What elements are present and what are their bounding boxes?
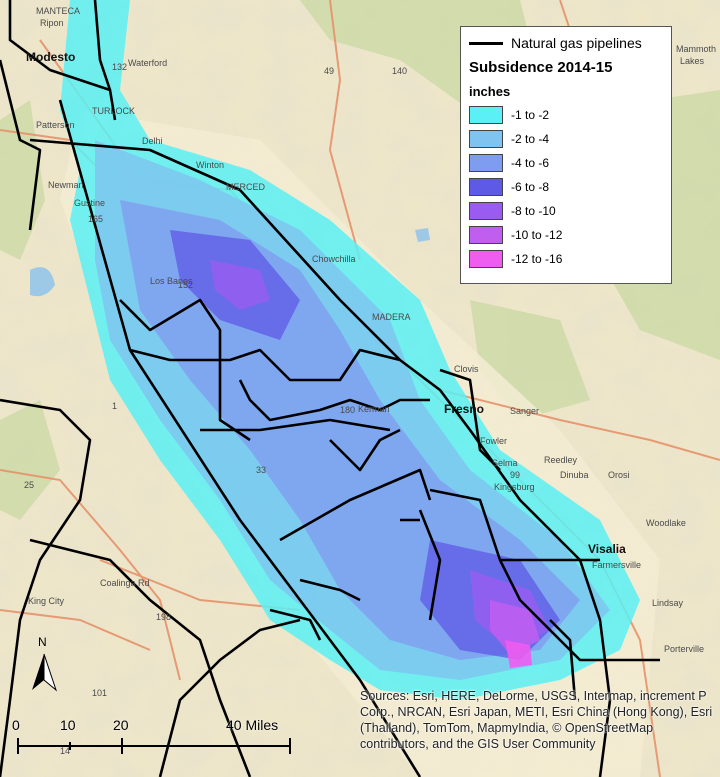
- place-label: Kerman: [358, 404, 390, 414]
- place-label: Farmersville: [592, 560, 642, 570]
- north-arrow-icon: [32, 653, 58, 692]
- route-shield: 101: [92, 688, 108, 698]
- place-label: Woodlake: [646, 518, 686, 528]
- route-shield: 165: [88, 214, 104, 224]
- legend-swatch: [469, 226, 503, 244]
- north-label: N: [38, 635, 47, 649]
- place-label: Porterville: [664, 644, 705, 654]
- place-label: Ripon: [40, 18, 64, 28]
- route-shield: 180: [340, 405, 356, 415]
- scale-tick-label: 40 Miles: [226, 717, 279, 733]
- place-label: Coalinga Rd: [100, 578, 150, 588]
- map-attribution: Sources: Esri, HERE, DeLorme, USGS, Inte…: [360, 689, 713, 751]
- place-label: Los Banos: [150, 276, 193, 286]
- legend-unit: inches: [469, 84, 511, 99]
- legend-swatch: [469, 154, 503, 172]
- legend-swatch: [469, 202, 503, 220]
- place-label: Orosi: [608, 470, 630, 480]
- legend-class-item: -6 to -8: [469, 175, 663, 199]
- subsidence-class-6: [490, 600, 540, 655]
- legend-swatch: [469, 250, 503, 268]
- place-label: Kingsburg: [494, 482, 535, 492]
- place-label: Selma: [492, 458, 518, 468]
- route-shield: 49: [324, 66, 335, 76]
- subsidence-class-4: [170, 230, 560, 660]
- place-label: Newman: [48, 180, 84, 190]
- place-label: Sanger: [510, 406, 540, 416]
- place-label: Patterson: [36, 120, 75, 130]
- place-label: MERCED: [226, 182, 266, 192]
- place-label: Lakes: [680, 56, 705, 66]
- legend-class-item: -10 to -12: [469, 223, 663, 247]
- legend-class-label: -8 to -10: [511, 204, 556, 218]
- place-label: Winton: [196, 160, 225, 170]
- place-label: Lindsay: [652, 598, 684, 608]
- route-shield: 1: [112, 401, 118, 411]
- legend-class-item: -1 to -2: [469, 103, 663, 127]
- route-shield: 198: [156, 612, 172, 622]
- place-label: Delhi: [142, 136, 163, 146]
- place-label: Gustine: [74, 198, 106, 208]
- scale-bar: [17, 738, 291, 754]
- city-label-modesto: Modesto: [26, 50, 76, 64]
- map-legend: Natural gas pipelines Subsidence 2014-15…: [460, 26, 672, 284]
- legend-swatch: [469, 178, 503, 196]
- place-label: MADERA: [372, 312, 411, 322]
- route-shield: 132: [112, 62, 128, 72]
- place-label: King City: [28, 596, 65, 606]
- city-label-fresno: Fresno: [444, 402, 485, 416]
- legend-class-item: -8 to -10: [469, 199, 663, 223]
- route-shield: 152: [178, 280, 194, 290]
- legend-class-label: -4 to -6: [511, 156, 550, 170]
- legend-class-item: -12 to -16: [469, 247, 663, 271]
- subsidence-layer: [60, 0, 640, 700]
- place-label: Reedley: [544, 455, 578, 465]
- place-label: Waterford: [128, 58, 168, 68]
- legend-class-item: -2 to -4: [469, 127, 663, 151]
- natural-gas-pipelines: [0, 0, 660, 777]
- route-shield: 99: [510, 470, 521, 480]
- legend-class-label: -12 to -16: [511, 252, 563, 266]
- place-label: TURLOCK: [92, 106, 136, 116]
- route-shield: 14: [60, 746, 71, 756]
- place-label: Dinuba: [560, 470, 589, 480]
- subsidence-class-7: [505, 640, 532, 668]
- scale-tick-label: 20: [113, 717, 129, 733]
- place-label: Chowchilla: [312, 254, 356, 264]
- route-shield: 25: [24, 480, 35, 490]
- place-label: Mammoth: [676, 44, 717, 54]
- place-label: MANTECA: [36, 6, 81, 16]
- legend-swatch: [469, 106, 503, 124]
- legend-class-label: -2 to -4: [511, 132, 550, 146]
- place-label: Fowler: [480, 436, 508, 446]
- legend-swatch: [469, 130, 503, 148]
- city-label-visalia: Visalia: [588, 542, 626, 556]
- legend-class-label: -1 to -2: [511, 108, 550, 122]
- legend-class-list: -1 to -2 -2 to -4 -4 to -6 -6 to -8 -8 to -1…: [469, 103, 663, 271]
- legend-pipeline-label: Natural gas pipelines: [511, 35, 642, 51]
- legend-pipeline-row: Natural gas pipelines: [469, 33, 663, 53]
- pipeline-line-symbol: [469, 41, 503, 45]
- scale-tick-label: 10: [60, 717, 76, 733]
- route-shield: 140: [392, 66, 408, 76]
- legend-title: Subsidence 2014-15: [469, 59, 613, 76]
- legend-class-label: -6 to -8: [511, 180, 550, 194]
- scale-tick-label: 0: [12, 717, 20, 733]
- route-shield: 33: [256, 465, 267, 475]
- legend-class-item: -4 to -6: [469, 151, 663, 175]
- legend-class-label: -10 to -12: [511, 228, 563, 242]
- place-label: Clovis: [454, 364, 479, 374]
